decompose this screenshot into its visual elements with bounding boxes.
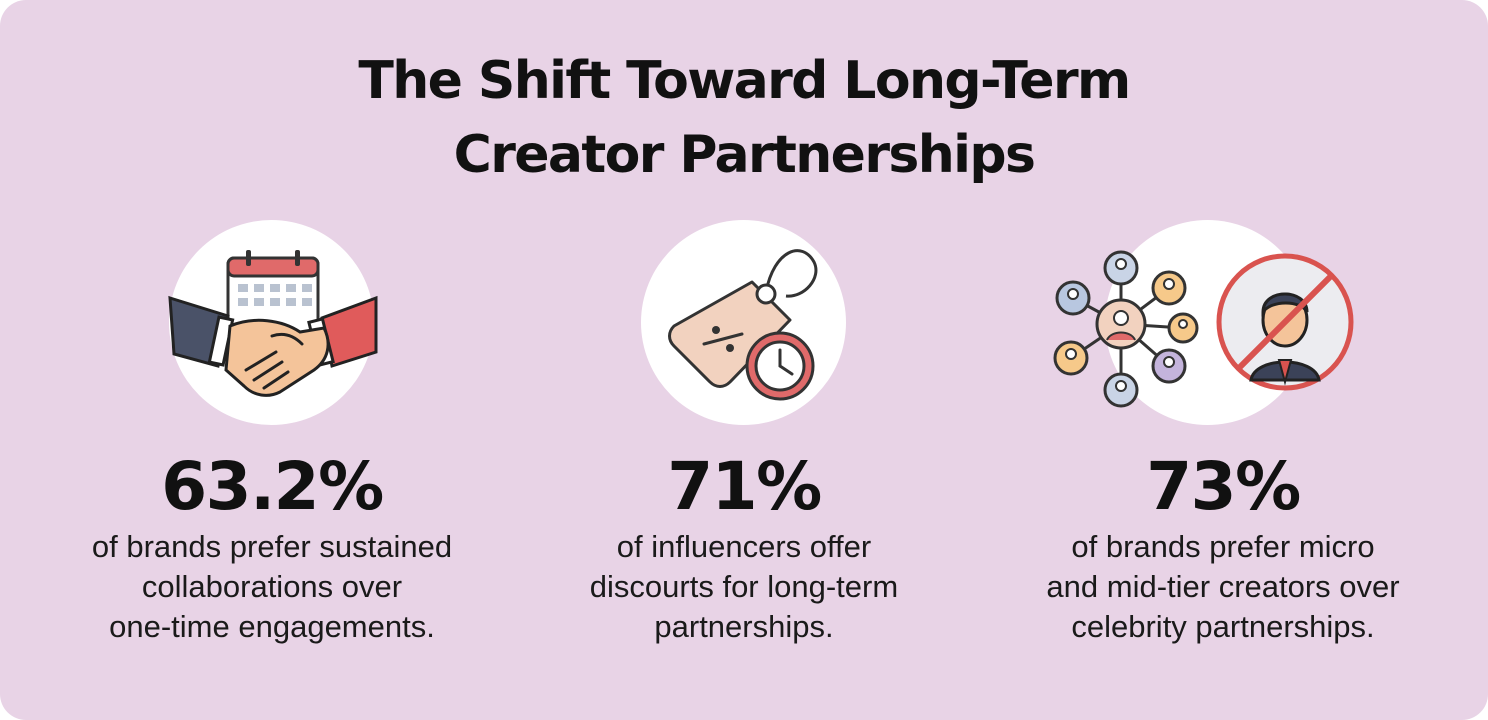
stat-description-line: of brands prefer micro <box>1071 529 1375 564</box>
stat-icon-area <box>983 220 1463 425</box>
stat-description-line: discourts for long-term <box>589 569 899 604</box>
page-title: The Shift Toward Long-Term Creator Partn… <box>0 44 1488 192</box>
stat-description-line: and mid-tier creators over <box>1046 569 1400 604</box>
stat-sustained-collaborations: 63.2% of brands prefer sustained collabo… <box>32 220 512 647</box>
stat-value: 71% <box>667 448 822 525</box>
stat-icon-area <box>504 220 984 425</box>
stat-influencer-discounts: 71% of influencers offer discourts for l… <box>504 220 984 647</box>
handshake-calendar-icon <box>168 250 378 397</box>
stat-description-line: celebrity partnerships. <box>1071 609 1375 644</box>
title-line-1: The Shift Toward Long-Term <box>358 51 1131 111</box>
stat-description: of brands prefer sustained collaboration… <box>32 527 512 647</box>
stat-icon-area <box>32 220 512 425</box>
stat-description: of influencers offer discourts for long-… <box>504 527 984 647</box>
creator-network-no-celebrity-icon <box>1053 250 1354 408</box>
stat-description-line: of influencers offer <box>616 529 872 564</box>
stat-description-line: partnerships. <box>654 609 834 644</box>
stat-micro-creators: 73% of brands prefer micro and mid-tier … <box>983 220 1463 647</box>
stat-description: of brands prefer micro and mid-tier crea… <box>983 527 1463 647</box>
discount-tag-clock-icon <box>668 249 818 401</box>
stat-value: 63.2% <box>161 448 384 525</box>
stat-description-line: one-time engagements. <box>109 609 435 644</box>
stat-description-line: of brands prefer sustained <box>91 529 453 564</box>
stat-value: 73% <box>1146 448 1301 525</box>
title-line-2: Creator Partnerships <box>453 125 1036 185</box>
stat-description-line: collaborations over <box>141 569 403 604</box>
